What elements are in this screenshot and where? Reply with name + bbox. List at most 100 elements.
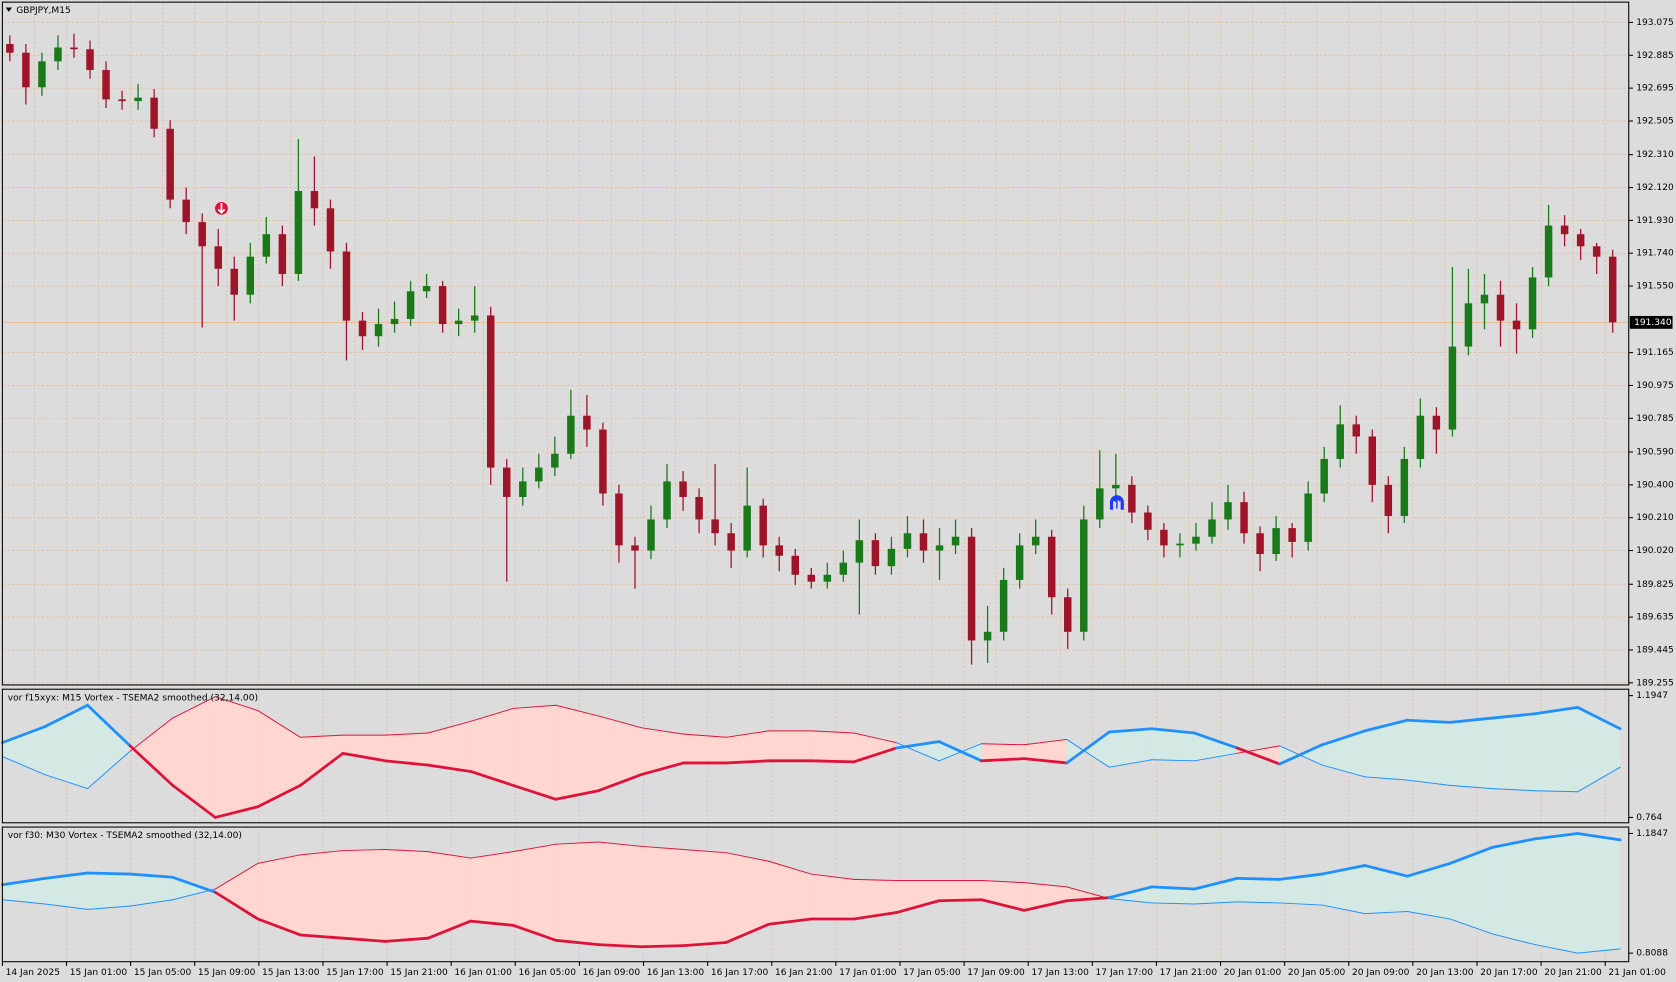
vortex-line-signal <box>1151 902 1195 905</box>
vortex-fill <box>428 721 471 772</box>
vortex-fill <box>1322 865 1365 914</box>
vortex-fill <box>172 696 216 818</box>
y-tick-label: 190.210 <box>1636 513 1674 523</box>
vortex-line-signal <box>1491 788 1536 792</box>
candle-body <box>1096 488 1104 520</box>
candle-body <box>1464 303 1473 347</box>
vortex-fill <box>1279 874 1323 906</box>
vortex-line-main <box>1576 706 1622 731</box>
vortex-line-main <box>852 746 898 764</box>
vortex-line-main <box>43 703 89 729</box>
vortex-line-signal <box>1449 918 1493 935</box>
vortex-line-main <box>1 725 47 745</box>
vortex-line-main <box>1278 872 1324 881</box>
vortex-line-signal <box>1534 944 1579 954</box>
candle-body <box>6 44 14 53</box>
vortex-fill <box>981 880 1025 911</box>
candle-body <box>438 286 447 325</box>
vortex-line-signal <box>1151 759 1195 762</box>
vortex-line-signal <box>725 852 770 862</box>
x-tick-label: 16 Jan 09:00 <box>583 968 641 978</box>
vortex-line-main <box>1150 727 1196 735</box>
y-tick-label: 189.445 <box>1636 645 1674 655</box>
vortex-line-signal <box>810 873 855 880</box>
vortex-fill <box>853 733 897 762</box>
candle-body <box>695 496 703 520</box>
vortex-fill <box>87 705 131 789</box>
vortex-fill <box>683 734 727 763</box>
candle-body <box>1128 484 1136 513</box>
vortex-line-main <box>1022 899 1069 912</box>
vortex-line-main <box>86 703 132 748</box>
vortex-line-signal <box>257 854 301 864</box>
vortex-line-main <box>980 898 1026 912</box>
vortex-fill <box>1237 878 1280 903</box>
vortex-line-signal <box>214 862 259 890</box>
vortex-line-signal <box>555 841 599 845</box>
vortex-line-signal <box>1023 738 1068 746</box>
vortex-line-signal <box>1 899 46 905</box>
candle-body <box>1047 536 1056 598</box>
candle-body <box>663 481 671 520</box>
vortex-line-main <box>1320 864 1367 876</box>
candle-body <box>1272 528 1280 555</box>
menu-triangle[interactable] <box>5 7 13 12</box>
vortex-line-main <box>554 938 600 946</box>
vortex-line-main <box>469 919 515 927</box>
vortex-line-main <box>937 740 983 763</box>
vortex-line-main <box>1363 718 1409 733</box>
candle-body <box>983 631 992 641</box>
candle-body <box>615 493 623 546</box>
candle-body <box>1512 320 1521 330</box>
candle-body <box>887 548 896 567</box>
vortex-fill <box>811 730 854 762</box>
vortex-line-signal <box>1577 948 1621 954</box>
candle-body <box>775 545 783 556</box>
candle-body <box>1031 536 1040 546</box>
candle-body <box>1400 458 1409 516</box>
candle-body <box>1416 415 1425 459</box>
x-tick-label: 20 Jan 13:00 <box>1416 968 1474 978</box>
vortex-fill <box>768 861 812 925</box>
candle-body <box>599 429 607 494</box>
vortex-line-main <box>1448 716 1494 724</box>
vortex-line-signal <box>853 732 897 744</box>
vortex-line-signal <box>981 743 1025 746</box>
vortex-line-signal <box>1108 759 1153 768</box>
vortex-fill <box>726 852 769 943</box>
vortex-fill <box>598 715 641 791</box>
vortex-line-signal <box>44 774 89 790</box>
vortex-line-signal <box>597 841 642 847</box>
vortex-fill <box>2 878 45 904</box>
current-price-label: 191.340 <box>1634 318 1672 328</box>
candle-body <box>823 574 832 582</box>
y-tick-label: 193.075 <box>1636 18 1674 28</box>
vortex-line-main <box>937 898 983 903</box>
candle-body <box>1256 533 1264 555</box>
vortex-line-signal <box>385 732 429 736</box>
candle-body <box>727 533 735 551</box>
candle-body <box>1368 436 1377 485</box>
candle-body <box>134 97 142 102</box>
candle-body <box>583 415 591 430</box>
y-tick-label: 189.825 <box>1636 580 1674 590</box>
vortex-line-main <box>426 763 473 773</box>
vortex-line-main <box>128 872 175 879</box>
vortex-fill <box>257 710 301 807</box>
vortex-fill <box>640 846 684 947</box>
x-tick-label: 16 Jan 13:00 <box>647 968 705 978</box>
y-tick-label: 191.550 <box>1636 282 1674 292</box>
vortex-line-main <box>1107 727 1154 734</box>
indicator-title: vor f15xyx: M15 Vortex - TSEMA2 smoothed… <box>8 693 258 703</box>
vortex-line-signal <box>1364 776 1408 781</box>
candle-body <box>310 190 319 209</box>
candle-body <box>54 47 62 62</box>
vortex-line-main <box>213 890 260 921</box>
candle-body <box>38 61 46 88</box>
candle-body <box>567 415 575 454</box>
vortex-line-signal <box>427 851 472 859</box>
vortex-line-main <box>384 759 430 767</box>
vortex-line-signal <box>853 878 897 881</box>
vortex-fill <box>1535 833 1578 954</box>
vortex-line-main <box>1533 832 1579 841</box>
